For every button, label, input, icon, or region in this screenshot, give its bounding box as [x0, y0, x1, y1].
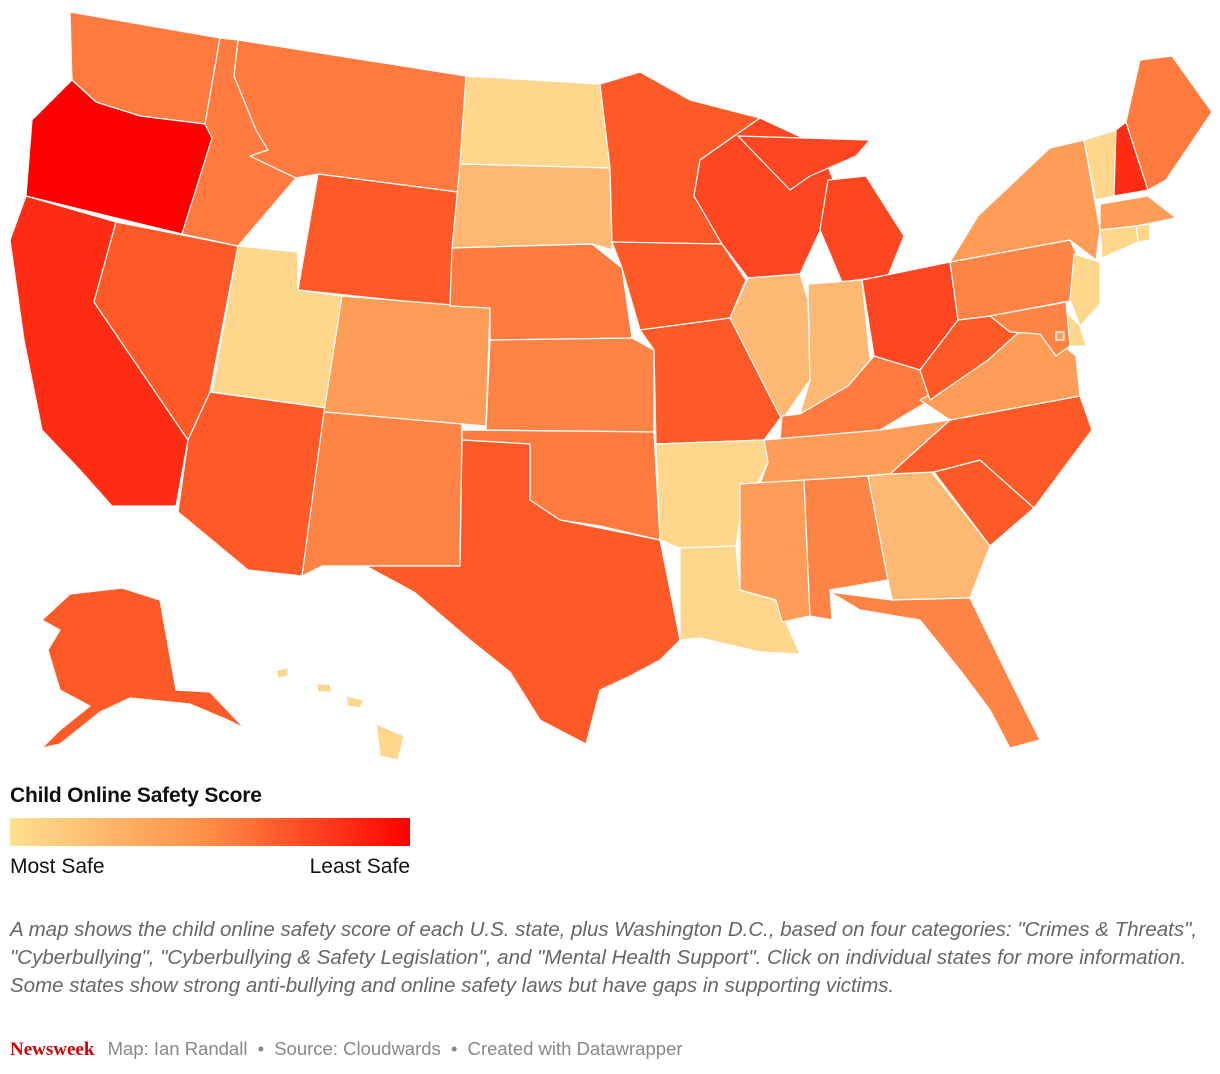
legend: Child Online Safety Score Most Safe Leas… — [10, 784, 410, 881]
legend-low-label: Most Safe — [10, 855, 105, 878]
state-new-york[interactable]: New York — [949, 139, 1101, 263]
state-iowa[interactable]: Iowa — [611, 241, 747, 331]
legend-color-scale — [10, 818, 410, 846]
state-washington-d-c[interactable]: Washington D.C. — [1055, 331, 1065, 341]
state-louisiana[interactable]: Louisiana — [679, 545, 801, 655]
footer-separator: • — [257, 1038, 265, 1059]
credit-source[interactable]: Source: Cloudwards — [274, 1038, 441, 1059]
legend-title: Child Online Safety Score — [10, 784, 262, 807]
footer: Newsweek Map: Ian Randall • Source: Clou… — [10, 1038, 683, 1061]
credit-map: Map: Ian Randall — [107, 1038, 248, 1059]
state-north-dakota[interactable]: North Dakota — [459, 75, 611, 169]
states-layer: WashingtonOregonCaliforniaNevadaIdahoMon… — [9, 11, 1213, 761]
legend-gradient-bar — [10, 818, 410, 846]
state-maine[interactable]: Maine — [1125, 55, 1213, 191]
state-hawaii[interactable]: Hawaii — [275, 667, 405, 761]
state-south-dakota[interactable]: South Dakota — [451, 163, 613, 251]
newsweek-logo[interactable]: Newsweek — [10, 1039, 95, 1060]
map-caption: A map shows the child online safety scor… — [10, 918, 1198, 997]
state-maryland[interactable]: Maryland — [989, 301, 1071, 357]
state-colorado[interactable]: Colorado — [323, 295, 491, 427]
state-alaska[interactable]: Alaska — [41, 587, 245, 749]
state-florida[interactable]: Florida — [829, 591, 1041, 749]
legend-labels: Most Safe Least Safe — [10, 855, 410, 881]
state-texas[interactable]: Texas — [365, 439, 681, 745]
state-new-mexico[interactable]: New Mexico — [301, 411, 463, 577]
us-choropleth-map: WashingtonOregonCaliforniaNevadaIdahoMon… — [9, 11, 1213, 761]
state-wyoming[interactable]: Wyoming — [297, 173, 459, 307]
state-arizona[interactable]: Arizona — [177, 391, 327, 577]
credit-tool[interactable]: Created with Datawrapper — [467, 1038, 683, 1059]
state-massachusetts[interactable]: Massachusetts — [1099, 195, 1177, 231]
state-new-jersey[interactable]: New Jersey — [1069, 253, 1101, 327]
legend-high-label: Least Safe — [309, 855, 410, 878]
state-connecticut[interactable]: Connecticut — [1099, 225, 1139, 259]
map-canvas: WashingtonOregonCaliforniaNevadaIdahoMon… — [9, 11, 1213, 761]
footer-separator: • — [450, 1038, 458, 1059]
state-kansas[interactable]: Kansas — [485, 337, 655, 433]
